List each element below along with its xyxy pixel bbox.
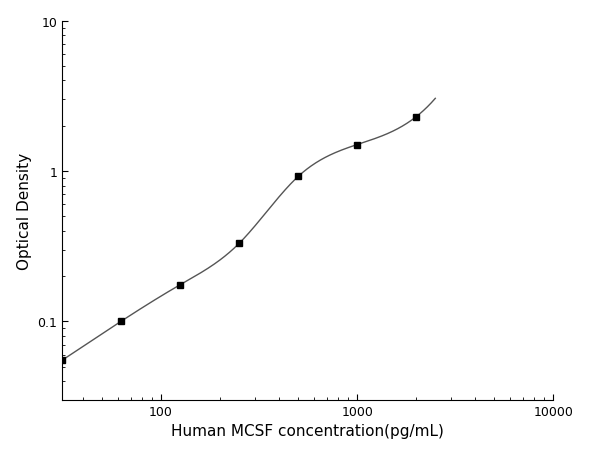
Y-axis label: Optical Density: Optical Density (17, 152, 32, 269)
X-axis label: Human MCSF concentration(pg/mL): Human MCSF concentration(pg/mL) (171, 424, 444, 438)
